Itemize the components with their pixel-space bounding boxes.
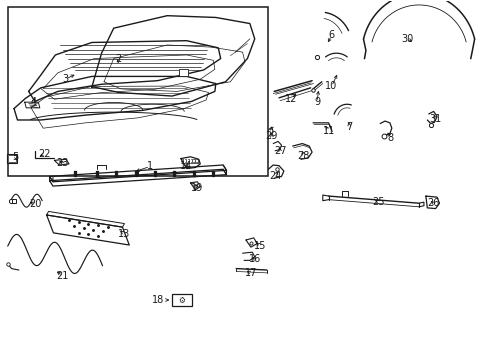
Text: 20: 20 (29, 199, 41, 209)
Text: 9: 9 (314, 97, 320, 107)
Text: 1: 1 (147, 161, 153, 171)
Text: 2: 2 (116, 54, 122, 64)
Text: 18: 18 (152, 295, 165, 305)
Text: 4: 4 (30, 97, 37, 107)
Text: 15: 15 (254, 241, 267, 251)
Text: 28: 28 (297, 151, 310, 161)
Text: 19: 19 (191, 183, 203, 193)
Text: 27: 27 (274, 146, 286, 156)
Text: 23: 23 (56, 158, 69, 168)
Text: 5: 5 (12, 152, 19, 162)
Bar (8, 7, 268, 176)
Text: 29: 29 (266, 131, 278, 141)
Bar (179, 69, 188, 76)
Text: 11: 11 (322, 126, 335, 136)
Text: 10: 10 (325, 81, 338, 91)
Text: 6: 6 (328, 30, 335, 40)
Text: 12: 12 (285, 94, 297, 104)
Bar (8, 156, 16, 162)
Text: 13: 13 (118, 229, 130, 239)
Text: 22: 22 (38, 149, 51, 159)
Text: 17: 17 (245, 268, 257, 278)
Bar (7, 154, 18, 163)
Text: ⚙: ⚙ (178, 296, 185, 305)
Text: 21: 21 (56, 271, 69, 281)
Text: 31: 31 (429, 113, 441, 123)
Text: 25: 25 (372, 197, 385, 207)
Text: 14: 14 (179, 161, 192, 171)
Text: 3: 3 (62, 74, 68, 84)
Text: 26: 26 (427, 198, 440, 208)
Text: 8: 8 (388, 133, 394, 143)
Text: 30: 30 (402, 34, 414, 44)
Text: 7: 7 (346, 122, 353, 132)
Text: 24: 24 (269, 171, 281, 181)
Bar (172, 294, 192, 306)
Text: 16: 16 (248, 254, 261, 264)
